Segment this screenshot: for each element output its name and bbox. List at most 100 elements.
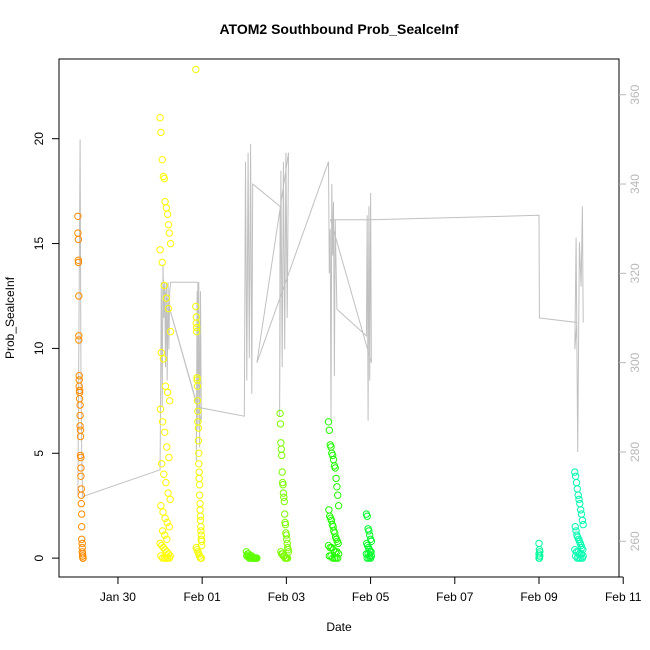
data-point [156,539,164,548]
x-tick-label: Feb 09 [520,590,558,604]
data-point [195,491,204,499]
data-point [577,510,586,518]
data-point [161,531,169,539]
data-point [195,481,204,489]
data-point [74,258,83,267]
data-point [158,527,167,535]
data-point [277,445,285,453]
y-axis-label: Prob_SealceInf [3,276,17,359]
data-point [157,502,165,510]
data-point [78,523,86,531]
data-point [334,502,343,510]
data-point [535,554,544,562]
y2-tick-label: 340 [628,174,642,194]
data-point [158,156,166,164]
y2-tick-label: 300 [628,352,642,372]
data-point [163,443,171,451]
data-point [78,539,86,548]
data-point [166,397,174,405]
data-point [163,210,172,218]
points-layer [74,65,587,562]
data-point [278,451,286,460]
data-point [334,491,342,499]
data-point [276,409,284,418]
data-point [276,420,285,428]
data-point [77,491,86,499]
data-point [367,537,376,545]
data-point [160,281,169,290]
data-point [197,554,206,562]
data-point [164,221,173,229]
data-point [163,518,171,527]
data-point [574,491,582,499]
data-point [365,527,373,535]
data-point [578,516,587,525]
data-point [75,332,83,340]
data-point [280,493,288,501]
data-point [366,531,374,539]
data-point [76,411,84,420]
data-point [75,372,83,380]
data-point [194,407,202,415]
data-point [161,428,169,436]
data-point [163,388,172,397]
data-point [77,499,86,508]
x-axis-label: Date [326,620,352,634]
data-point [156,114,164,122]
y-tick-label: 20 [32,132,46,146]
y-tick-label: 10 [32,341,46,355]
data-point [277,439,285,447]
x-axis: Jan 30 Feb 01 Feb 03 Feb 05 Feb 07 Feb 09 Feb … [100,576,642,604]
data-point [282,531,291,539]
data-point [77,472,85,480]
data-point [329,451,337,460]
y2-tick-label: 360 [628,84,642,104]
data-point [283,554,292,562]
data-point [77,453,85,462]
data-point [157,128,165,137]
data-point [156,246,164,254]
depth-series-line [77,139,584,498]
data-point [161,382,170,390]
data-point [281,510,289,518]
data-point [196,516,205,525]
data-point [194,424,203,432]
data-point [324,418,333,426]
data-point [571,468,579,476]
y-tick-label: 5 [32,450,46,457]
x-tick-label: Feb 01 [183,590,221,604]
data-point [535,539,543,548]
data-point [166,495,174,504]
data-point [161,197,169,206]
data-point [283,535,291,543]
data-point [192,302,200,311]
data-point [325,506,333,514]
data-point [572,478,581,487]
data-point [79,554,87,562]
data-point [165,554,174,562]
data-point [196,499,204,508]
data-point [576,499,584,508]
data-point [157,348,166,357]
data-point [193,374,201,382]
x-tick-label: Feb 07 [436,590,474,604]
data-point [77,485,86,493]
data-point [158,460,166,468]
data-point [77,464,85,472]
data-point [193,323,201,332]
x-tick-label: Jan 30 [100,590,136,604]
data-point [165,453,173,462]
data-point [196,512,205,520]
data-point [159,355,168,363]
data-point [193,327,201,336]
data-point [332,474,340,483]
data-point [579,520,587,529]
data-point [76,422,84,430]
data-point [280,497,288,506]
data-point [325,426,333,434]
data-point [162,294,171,302]
data-point [75,386,84,395]
data-point [334,554,342,562]
data-point [75,336,83,344]
data-point [573,485,581,493]
